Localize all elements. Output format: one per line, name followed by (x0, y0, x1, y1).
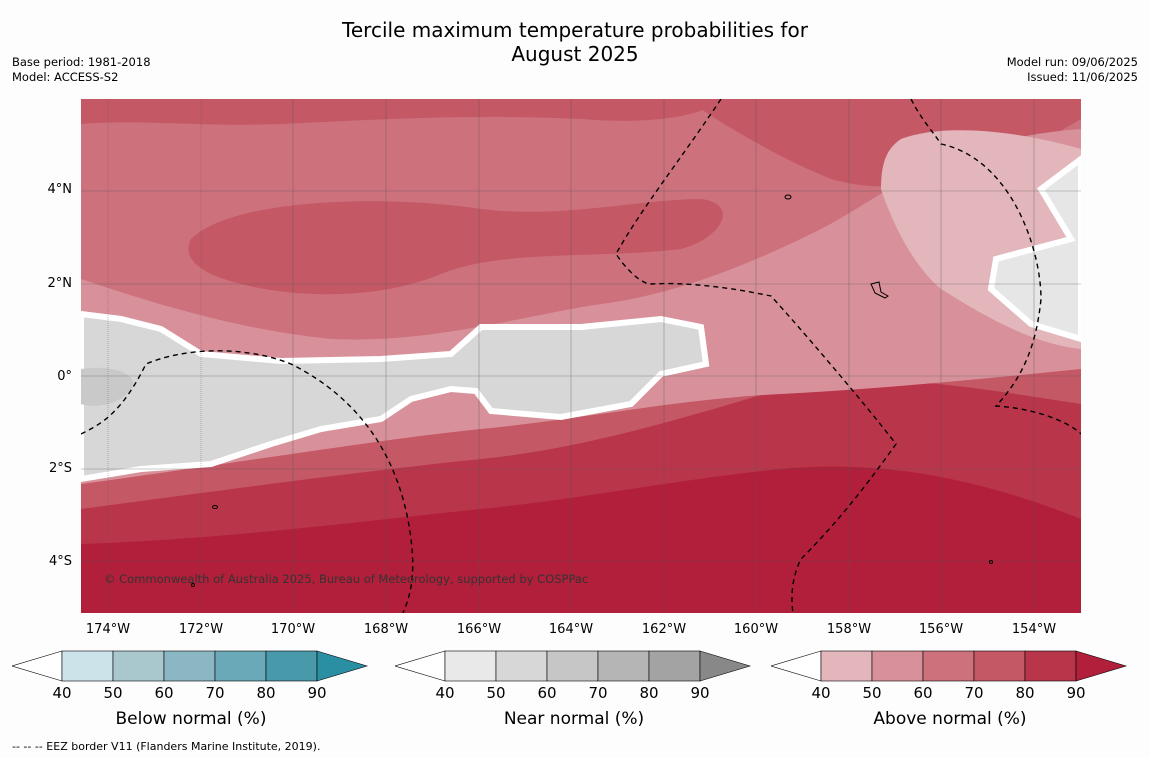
graticule (81, 99, 1081, 613)
colorbar-extend-low (10, 650, 63, 682)
contour-central-blob (188, 199, 723, 295)
colorbar-segment (265, 650, 318, 682)
colorbar-above-svg (769, 650, 1128, 682)
colorbar-segment (820, 650, 873, 682)
colorbar-segment (699, 650, 752, 682)
cbar0-tick: 80 (256, 684, 276, 702)
colorbar-segment (112, 650, 165, 682)
cbar0-tick: 50 (103, 684, 123, 702)
contour-top-strip (81, 99, 721, 125)
copyright-credit: © Commonwealth of Australia 2025, Bureau… (104, 572, 589, 586)
lat-label-4n: 4°N (47, 182, 73, 197)
near-normal-left (81, 310, 710, 483)
cbar2-tick: 80 (1015, 684, 1035, 702)
colorbar-extend-low (769, 650, 822, 682)
cbar2-tick: 90 (1066, 684, 1086, 702)
base-info: Base period: 1981-2018 Model: ACCESS-S2 (12, 55, 151, 85)
base-period: Base period: 1981-2018 (12, 55, 151, 69)
lon-label-154w: 154°W (1011, 622, 1057, 637)
lon-label-164w: 164°W (548, 622, 594, 637)
cbar2-tick: 40 (811, 684, 831, 702)
colorbar-segment (973, 650, 1026, 682)
colorbar-segment (444, 650, 497, 682)
colorbar-segment (922, 650, 975, 682)
cbar0-tick: 60 (154, 684, 174, 702)
probability-map[interactable] (81, 99, 1081, 613)
colorbar-segment (163, 650, 216, 682)
colorbar-segment (1024, 650, 1077, 682)
lon-label-168w: 168°W (363, 622, 409, 637)
cbar1-tick: 70 (588, 684, 608, 702)
islands (191, 194, 993, 587)
cbar1-tick: 80 (639, 684, 659, 702)
lat-label-2n: 2°N (47, 276, 73, 291)
near-normal-right (987, 155, 1081, 343)
colorbar-near-label: Near normal (%) (503, 709, 645, 729)
lon-label-162w: 162°W (641, 622, 687, 637)
eez-footnote: -- -- -- EEZ border V11 (Flanders Marine… (12, 740, 321, 753)
colorbar-segment (495, 650, 548, 682)
cbar2-tick: 60 (913, 684, 933, 702)
lon-label-156w: 156°W (918, 622, 964, 637)
colorbar-above-label: Above normal (%) (873, 709, 1027, 729)
lat-label-4s: 4°S (48, 554, 72, 569)
colorbar-below-svg (10, 650, 369, 682)
lat-label-2s: 2°S (48, 461, 72, 476)
colorbar-segment (597, 650, 650, 682)
colorbar-above-normal (769, 650, 1129, 684)
lon-label-174w: 174°W (85, 622, 131, 637)
colorbar-extend-low (393, 650, 446, 682)
cbar0-tick: 40 (52, 684, 72, 702)
lon-label-166w: 166°W (456, 622, 502, 637)
colorbar-segment (61, 650, 114, 682)
colorbar-below-label: Below normal (%) (115, 709, 267, 729)
cbar2-tick: 50 (862, 684, 882, 702)
colorbar-segment (648, 650, 701, 682)
near-normal-dark-patch (81, 367, 133, 406)
map-canvas (81, 99, 1081, 613)
cbar1-tick: 50 (486, 684, 506, 702)
colorbar-segment (214, 650, 267, 682)
lon-label-172w: 172°W (178, 622, 224, 637)
colorbar-segment (546, 650, 599, 682)
model-run: Model run: 09/06/2025 (1006, 55, 1138, 69)
lon-label-160w: 160°W (733, 622, 779, 637)
colorbar-near-svg (393, 650, 752, 682)
cbar2-tick: 70 (964, 684, 984, 702)
lon-label-170w: 170°W (270, 622, 316, 637)
cbar1-tick: 40 (435, 684, 455, 702)
cbar1-tick: 60 (537, 684, 557, 702)
title-line-2: August 2025 (511, 42, 639, 66)
run-info: Model run: 09/06/2025 Issued: 11/06/2025 (1007, 55, 1138, 85)
cbar1-tick: 90 (690, 684, 710, 702)
lon-label-158w: 158°W (826, 622, 872, 637)
eez-borders (81, 99, 1081, 613)
colorbar-segment (871, 650, 924, 682)
colorbar-near-normal (393, 650, 753, 684)
model-name: Model: ACCESS-S2 (12, 70, 119, 84)
title-line-1: Tercile maximum temperature probabilitie… (342, 18, 808, 42)
cbar0-tick: 70 (205, 684, 225, 702)
lat-label-0: 0° (57, 369, 72, 384)
cbar0-tick: 90 (307, 684, 327, 702)
map-title: Tercile maximum temperature probabilitie… (0, 18, 1150, 66)
colorbar-segment (316, 650, 369, 682)
colorbar-segment (1075, 650, 1128, 682)
issued-date: Issued: 11/06/2025 (1027, 70, 1138, 84)
colorbar-below-normal (10, 650, 370, 684)
